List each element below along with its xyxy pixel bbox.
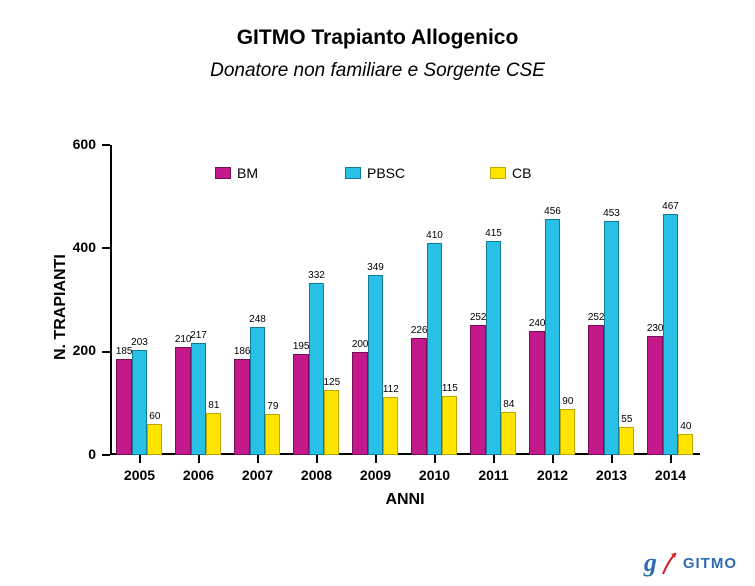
legend-label: CB [512,165,531,181]
bar-cb [324,390,339,455]
chart-area: N. TRAPIANTI 020040060020051852036020062… [0,0,755,586]
bar-bm [234,359,249,455]
bar-cb [383,397,398,455]
x-tick-mark [139,455,141,463]
bar-value-label: 125 [319,377,345,388]
bar-value-label: 248 [245,314,271,325]
bar-pbsc [250,327,265,455]
legend-item-cb: CB [490,165,531,181]
bar-pbsc [191,343,206,455]
bar-pbsc [368,275,383,455]
bar-value-label: 79 [260,401,286,412]
bar-value-label: 467 [658,201,684,212]
y-axis-line [110,145,112,455]
slide-root: GITMO Trapianto Allogenico Donatore non … [0,0,755,586]
x-tick-mark [434,455,436,463]
bar-value-label: 217 [186,330,212,341]
logo-arrow-icon [661,550,679,576]
bar-bm [175,347,190,456]
bar-bm [352,352,367,455]
legend-swatch [490,167,506,179]
bar-value-label: 90 [555,396,581,407]
x-tick-mark [198,455,200,463]
y-tick-mark [102,247,110,249]
x-tick-mark [670,455,672,463]
x-tick-mark [257,455,259,463]
x-tick-mark [316,455,318,463]
bar-cb [206,413,221,455]
y-tick-label: 400 [52,239,96,255]
bar-value-label: 84 [496,399,522,410]
x-tick-label: 2010 [405,467,464,483]
y-tick-label: 600 [52,136,96,152]
legend-swatch [215,167,231,179]
legend-item-bm: BM [215,165,258,181]
bar-bm [588,325,603,455]
x-tick-mark [375,455,377,463]
bar-value-label: 453 [599,208,625,219]
bar-pbsc [663,214,678,455]
bar-pbsc [309,283,324,455]
legend-label: PBSC [367,165,405,181]
bar-value-label: 40 [673,421,699,432]
bar-value-label: 332 [304,270,330,281]
bar-bm [470,325,485,455]
x-tick-mark [611,455,613,463]
y-tick-mark [102,351,110,353]
bar-value-label: 115 [437,383,463,394]
legend-item-pbsc: PBSC [345,165,405,181]
x-tick-label: 2013 [582,467,641,483]
bar-value-label: 112 [378,384,404,395]
y-tick-mark [102,144,110,146]
x-tick-label: 2014 [641,467,700,483]
logo-text: GITMO [683,555,737,572]
x-tick-label: 2009 [346,467,405,483]
bar-cb [147,424,162,455]
bar-pbsc [427,243,442,455]
x-tick-label: 2007 [228,467,287,483]
bar-cb [442,396,457,455]
plot-region: 0200400600200518520360200621021781200718… [110,145,700,455]
bar-bm [529,331,544,455]
bar-cb [619,427,634,455]
bar-bm [293,354,308,455]
bar-value-label: 415 [481,228,507,239]
x-axis-label: ANNI [110,491,700,509]
gitmo-logo: g GITMO [644,548,737,578]
bar-cb [560,409,575,456]
x-axis-label-text: ANNI [385,491,424,508]
bar-cb [501,412,516,455]
legend-label: BM [237,165,258,181]
bar-bm [411,338,426,455]
bar-value-label: 349 [363,262,389,273]
x-tick-mark [552,455,554,463]
bar-value-label: 456 [540,206,566,217]
bar-pbsc [486,241,501,455]
bar-value-label: 55 [614,414,640,425]
y-tick-label: 0 [52,446,96,462]
x-tick-label: 2006 [169,467,228,483]
bar-value-label: 410 [422,230,448,241]
logo-g-glyph: g [644,548,657,578]
bar-cb [265,414,280,455]
logo-subline [735,578,737,584]
x-tick-label: 2011 [464,467,523,483]
y-tick-label: 200 [52,342,96,358]
bar-cb [678,434,693,455]
bar-bm [116,359,131,455]
bar-bm [647,336,662,455]
x-tick-mark [493,455,495,463]
bar-pbsc [132,350,147,455]
y-tick-mark [102,454,110,456]
bar-pbsc [545,219,560,455]
x-tick-label: 2005 [110,467,169,483]
bar-value-label: 81 [201,400,227,411]
legend-swatch [345,167,361,179]
bar-value-label: 60 [142,411,168,422]
x-tick-label: 2008 [287,467,346,483]
bar-value-label: 203 [127,337,153,348]
x-tick-label: 2012 [523,467,582,483]
